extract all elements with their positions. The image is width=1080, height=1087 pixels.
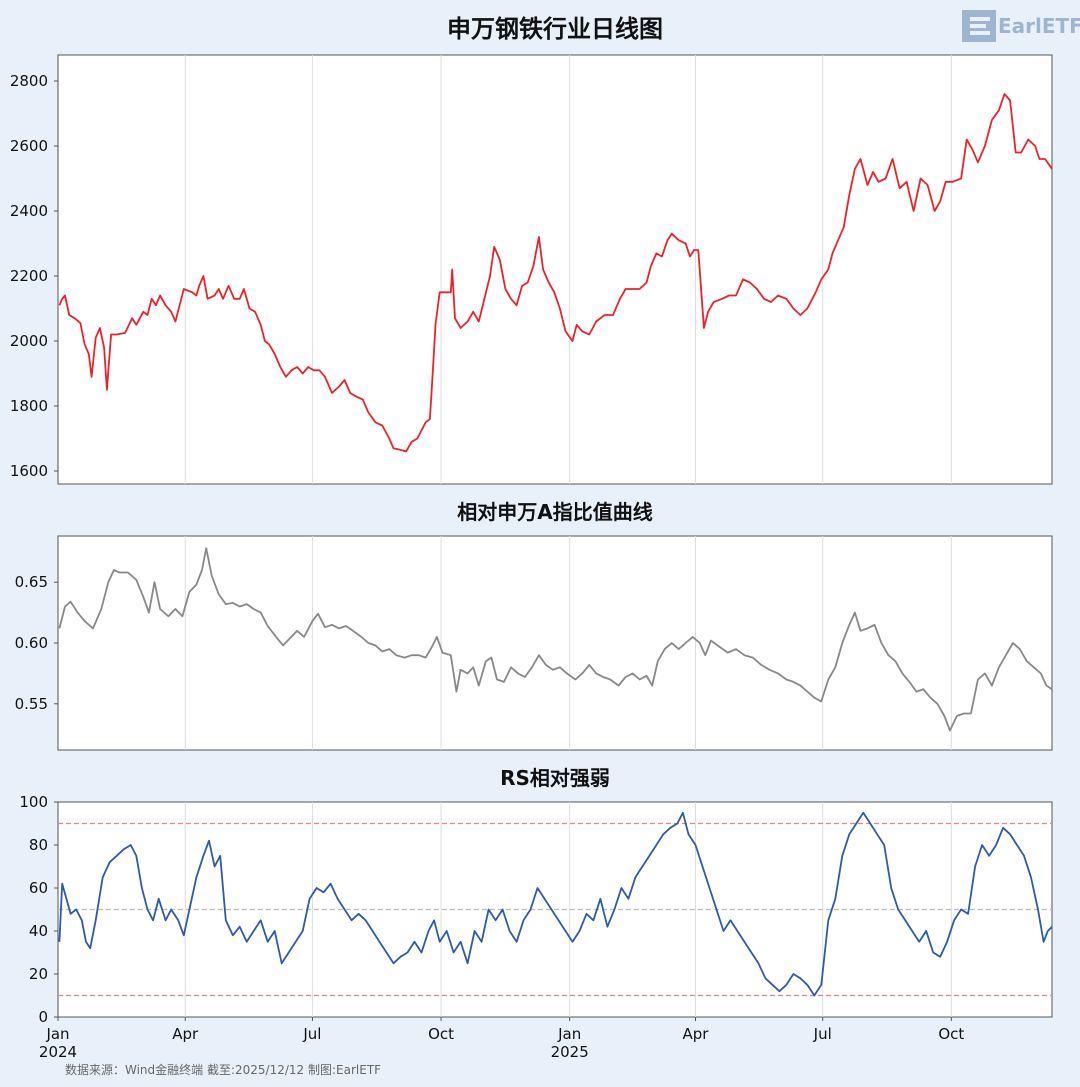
- y-tick-label: 20: [29, 965, 48, 983]
- series-line: [58, 93, 1053, 453]
- plot-area: [57, 535, 1053, 751]
- x-tick-label: Apr: [683, 1025, 710, 1043]
- series-line: [58, 547, 1053, 732]
- series-line: [58, 811, 1053, 997]
- y-tick-label: 1600: [10, 462, 48, 480]
- x-tick-label: Jul: [813, 1025, 832, 1043]
- y-tick-label: 2600: [10, 137, 48, 155]
- x-tick-label: Jan: [45, 1025, 69, 1043]
- y-tick-label: 2000: [10, 332, 48, 350]
- price-panel: 1600 1800 2000 2200 2400 2600 2800: [10, 54, 1053, 485]
- y-tick-label: 80: [29, 836, 48, 854]
- footer-source: 数据来源：Wind金融终端 截至:2025/12/12 制图:EarlETF: [65, 1062, 381, 1077]
- logo: EarlETF: [962, 10, 1080, 42]
- y-tick-label: 0.55: [15, 695, 48, 713]
- y-tick-label: 100: [19, 793, 48, 811]
- x-tick-label: Jul: [302, 1025, 321, 1043]
- x-tick-label: Oct: [938, 1025, 964, 1043]
- rs-panel: 0 20 40 60 80 100: [19, 793, 1053, 1026]
- rs-chart-title: RS相对强弱: [500, 766, 610, 790]
- x-tick-year-label: 2025: [551, 1043, 589, 1061]
- y-tick-label: 1800: [10, 397, 48, 415]
- y-tick-label: 40: [29, 922, 48, 940]
- x-tick-label: Oct: [428, 1025, 454, 1043]
- plot-area: [57, 54, 1053, 485]
- y-tick-label: 2400: [10, 202, 48, 220]
- y-tick-label: 2200: [10, 267, 48, 285]
- y-tick-label: 0.65: [15, 573, 48, 591]
- y-tick-label: 0: [38, 1008, 48, 1026]
- x-tick-label: Apr: [172, 1025, 199, 1043]
- ratio-chart-title: 相对申万A指比值曲线: [457, 500, 652, 524]
- y-tick-label: 0.60: [15, 634, 48, 652]
- logo-text: EarlETF: [998, 14, 1080, 38]
- x-tick-year-label: 2024: [39, 1043, 77, 1061]
- x-tick-label: Jan: [557, 1025, 581, 1043]
- price-chart-title: 申万钢铁行业日线图: [447, 15, 663, 43]
- y-tick-label: 60: [29, 879, 48, 897]
- ratio-panel: 0.55 0.60 0.65: [15, 535, 1053, 751]
- y-tick-label: 2800: [10, 72, 48, 90]
